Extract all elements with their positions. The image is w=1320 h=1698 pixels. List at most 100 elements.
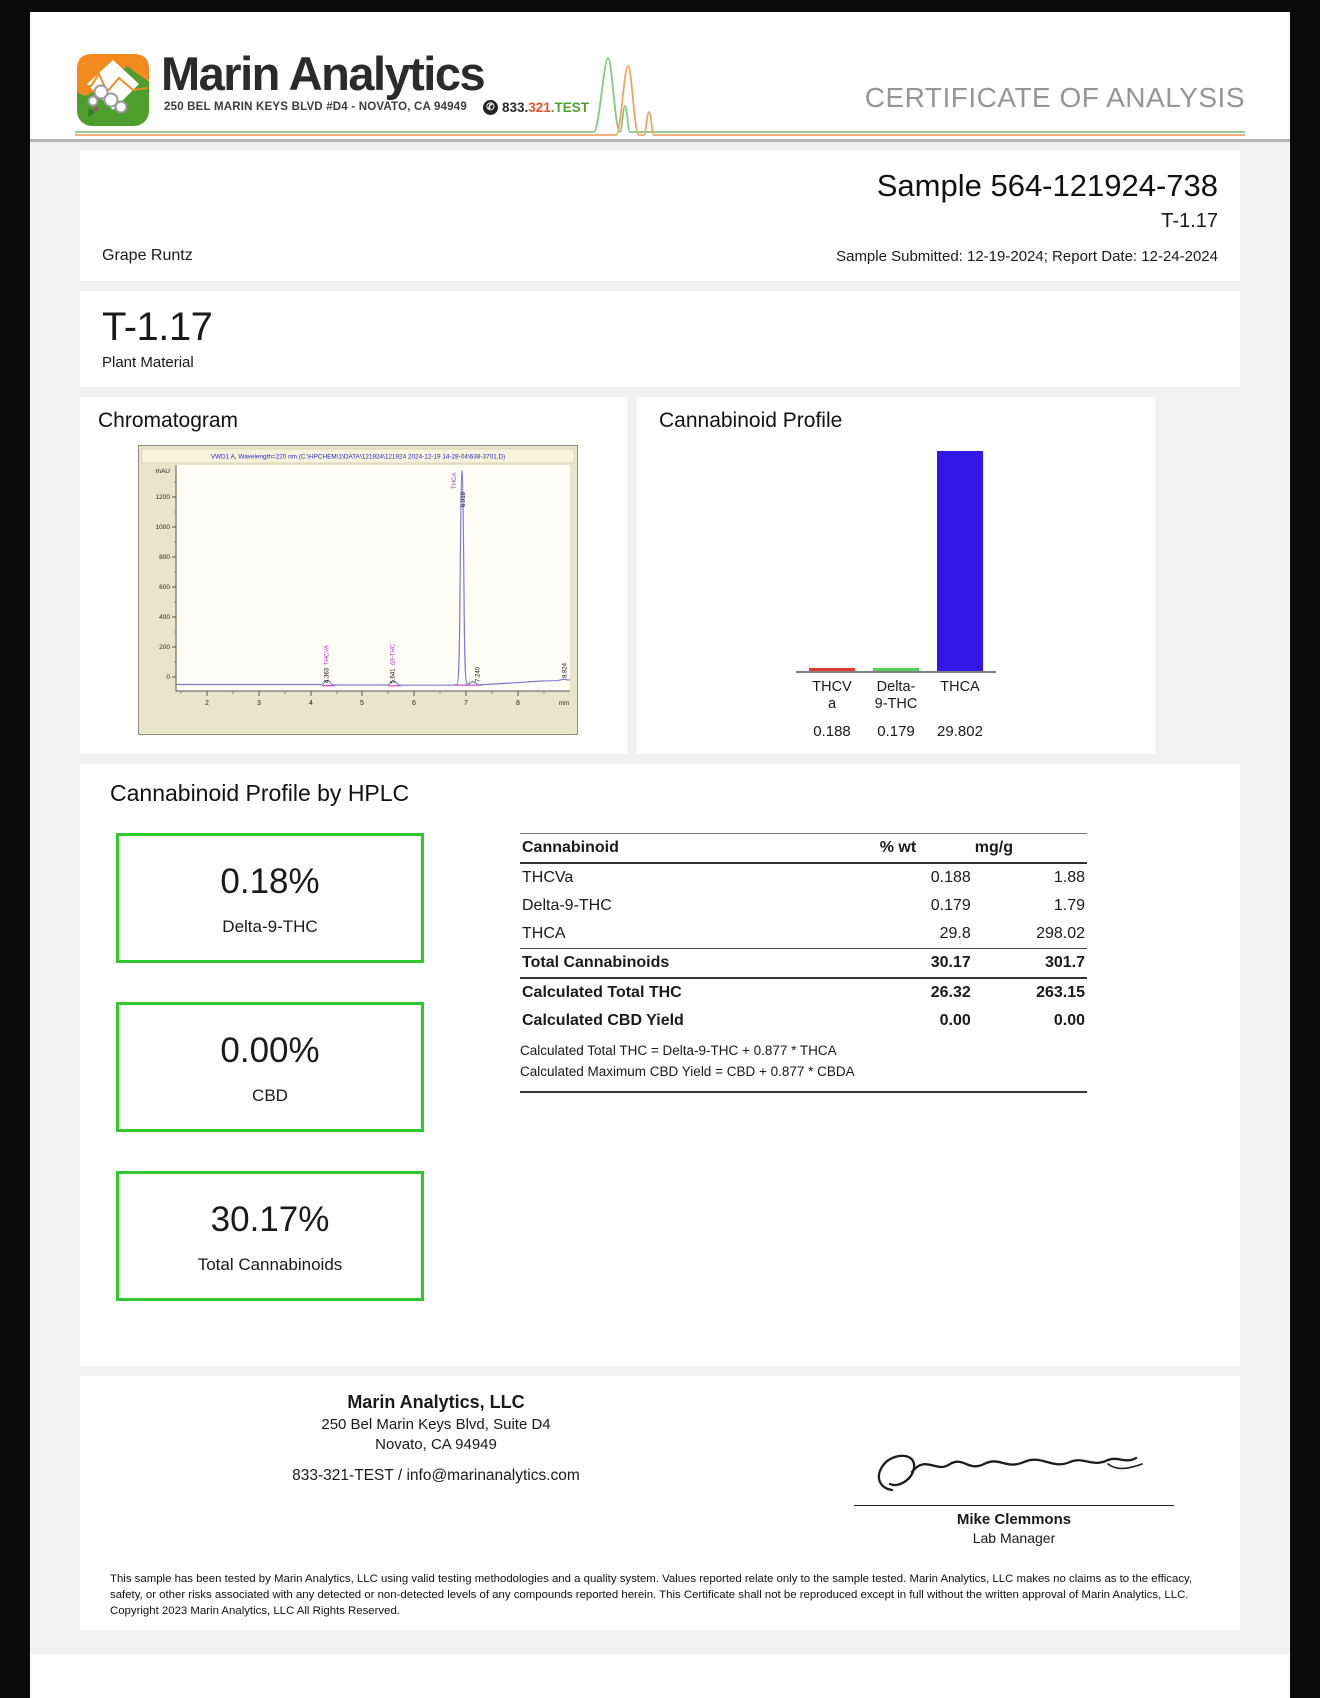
charts-row: Chromatogram VWD1 A, Wavelength=220 nm (… xyxy=(80,397,1240,755)
marin-analytics-logo-icon xyxy=(77,54,149,126)
legal-disclaimer: This sample has been tested by Marin Ana… xyxy=(110,1573,1193,1618)
y-tick: 1200 xyxy=(156,494,171,501)
signature-image xyxy=(877,1454,1143,1492)
hplc-heading: Cannabinoid Profile by HPLC xyxy=(110,780,410,807)
bar-value-delta9thc: 0.179 xyxy=(877,723,915,741)
report-header: Marin Analytics 250 BEL MARIN KEYS BLVD … xyxy=(30,12,1290,128)
peak-label-7240: 7.240 xyxy=(476,666,482,682)
delta9thc-percent: 0.18% xyxy=(220,862,320,902)
bar-value-thca: 29.802 xyxy=(937,723,983,741)
strain-name: Grape Runtz xyxy=(102,247,193,264)
calculated-cbd-yield-row: Calculated CBD Yield 0.00 0.00 xyxy=(522,1012,1085,1030)
sample-type-card: T-1.17 Plant Material xyxy=(80,291,1240,387)
x-axis-unit: min xyxy=(559,700,570,707)
cbd-summary-box: 0.00% CBD xyxy=(116,1002,424,1133)
lab-address-1: 250 Bel Marin Keys Blvd, Suite D4 xyxy=(321,1416,551,1434)
bar-thca xyxy=(937,451,983,671)
lab-contact-block: Marin Analytics, LLC 250 Bel Marin Keys … xyxy=(176,1392,696,1546)
bar-values-row: 0.188 0.179 29.802 xyxy=(659,723,1133,740)
chromatogram-plot: VWD1 A, Wavelength=220 nm (C:\HPCHEM\1\D… xyxy=(138,445,578,735)
x-tick: 3 xyxy=(257,700,261,707)
phone-part-2: 321 xyxy=(528,99,551,115)
delta9thc-summary-box: 0.18% Delta-9-THC xyxy=(116,833,424,964)
peak-label-thca-rt: 6.918 xyxy=(461,491,467,507)
y-tick: 200 xyxy=(159,644,170,651)
y-tick: 600 xyxy=(159,584,170,591)
brand-text: Marin Analytics 250 BEL MARIN KEYS BLVD … xyxy=(161,47,590,115)
bar-value-thcva: 0.188 xyxy=(813,723,851,741)
table-row: Delta-9-THC 0.179 1.79 xyxy=(522,897,1085,915)
total-cannabinoids-label: Total Cannabinoids xyxy=(197,1255,343,1275)
sample-test-code: T-1.17 xyxy=(1161,210,1218,232)
lab-name: Marin Analytics, LLC xyxy=(347,1392,525,1413)
cannabinoid-profile-heading: Cannabinoid Profile xyxy=(659,409,843,432)
chromatogram-card: Chromatogram VWD1 A, Wavelength=220 nm (… xyxy=(80,397,627,755)
bar-label-delta9thc: Delta- 9-THC xyxy=(874,679,918,713)
bar-delta9thc xyxy=(873,668,919,671)
col-header-wt: % wt xyxy=(879,839,917,857)
y-tick: 400 xyxy=(159,614,170,621)
peak-label-d9thc: 5.641Δ9-THC xyxy=(391,643,397,683)
x-tick: 5 xyxy=(360,700,364,707)
y-tick: 1000 xyxy=(156,524,171,531)
test-code-heading: T-1.17 xyxy=(102,305,213,349)
delta9thc-label: Delta-9-THC xyxy=(222,917,318,937)
brand-name: Marin Analytics xyxy=(161,47,486,100)
calculation-footnotes: Calculated Total THC = Delta-9-THC + 0.8… xyxy=(520,1043,1087,1094)
page-bottom-margin xyxy=(30,1654,1290,1695)
x-tick: 7 xyxy=(464,700,468,707)
lab-phone-email: 833-321-TEST / info@marinanalytics.com xyxy=(292,1467,580,1485)
sample-info-card: Sample 564-121924-738 T-1.17 Grape Runtz… xyxy=(80,150,1240,281)
phone-icon: ✆ xyxy=(482,99,498,115)
peak-label-thca-name: THCA xyxy=(452,473,458,489)
report-body: Sample 564-121924-738 T-1.17 Grape Runtz… xyxy=(30,142,1290,1655)
instrument-title: VWD1 A, Wavelength=220 nm (C:\HPCHEM\1\D… xyxy=(211,454,506,461)
coa-page: Marin Analytics 250 BEL MARIN KEYS BLVD … xyxy=(30,12,1290,1698)
footer-top: Marin Analytics, LLC 250 Bel Marin Keys … xyxy=(106,1392,1214,1546)
chromatogram-heading: Chromatogram xyxy=(98,409,239,432)
sample-meta-row: Grape Runtz Sample Submitted: 12-19-2024… xyxy=(102,247,1218,265)
cannabinoid-table-wrap: Cannabinoid % wt mg/g THCVa 0.188 1.88 D… xyxy=(520,833,1087,1340)
table-header-row: Cannabinoid % wt mg/g xyxy=(520,833,1087,864)
sample-id: Sample 564-121924-738 xyxy=(876,168,1218,203)
y-tick: 800 xyxy=(159,554,170,561)
summary-boxes: 0.18% Delta-9-THC 0.00% CBD 30.17% Total… xyxy=(110,833,450,1340)
x-tick: 4 xyxy=(309,700,313,707)
footnote-total-thc: Calculated Total THC = Delta-9-THC + 0.8… xyxy=(520,1043,837,1059)
brand-subline: 250 BEL MARIN KEYS BLVD #D4 - NOVATO, CA… xyxy=(164,99,590,115)
signature-block: Mike Clemmons Lab Manager xyxy=(854,1444,1174,1546)
signer-name: Mike Clemmons xyxy=(956,1511,1072,1529)
gray-divider xyxy=(30,139,1290,142)
table-row: THCA 29.8 298.02 xyxy=(520,920,1087,949)
cbd-label: CBD xyxy=(252,1086,288,1106)
signature-line xyxy=(854,1505,1174,1507)
bar-label-thcva: THCV a xyxy=(812,679,852,713)
footer-card: Marin Analytics, LLC 250 Bel Marin Keys … xyxy=(80,1376,1240,1631)
certificate-of-analysis-title: CERTIFICATE OF ANALYSIS xyxy=(864,82,1245,113)
hplc-card: Cannabinoid Profile by HPLC 0.18% Delta-… xyxy=(80,764,1240,1367)
cannabinoid-table: Cannabinoid % wt mg/g THCVa 0.188 1.88 D… xyxy=(520,833,1087,1035)
table-row: THCVa 0.188 1.88 xyxy=(522,869,1085,887)
hplc-body: 0.18% Delta-9-THC 0.00% CBD 30.17% Total… xyxy=(110,833,1210,1340)
bars-row xyxy=(659,449,1133,671)
y-tick: 0 xyxy=(166,674,170,681)
brand-address: 250 BEL MARIN KEYS BLVD #D4 - NOVATO, CA… xyxy=(164,101,467,114)
total-cannabinoids-percent: 30.17% xyxy=(210,1200,330,1240)
total-cannabinoids-summary-box: 30.17% Total Cannabinoids xyxy=(116,1171,424,1302)
signer-title: Lab Manager xyxy=(972,1530,1056,1547)
cannabinoid-profile-chart: THCV a Delta- 9-THC THCA 0.188 0.179 29.80… xyxy=(659,449,1133,740)
cbd-percent: 0.00% xyxy=(220,1031,320,1071)
total-cannabinoids-row: Total Cannabinoids 30.17 301.7 xyxy=(520,949,1087,979)
lab-address-2: Novato, CA 94949 xyxy=(375,1436,497,1454)
phone-part-3: .TEST xyxy=(550,99,590,115)
bar-labels-row: THCV a Delta- 9-THC THCA xyxy=(659,679,1133,713)
peak-label-thcva: 4.363THCVA xyxy=(325,645,331,683)
cannabinoid-profile-card: Cannabinoid Profile THCV a Delta- 9-THC xyxy=(637,397,1155,755)
chart-baseline xyxy=(796,671,996,673)
col-header-cannabinoid: Cannabinoid xyxy=(522,839,619,857)
bar-label-thca: THCA xyxy=(940,679,980,695)
brand-phone: ✆ 833. 321 .TEST xyxy=(482,99,590,115)
x-tick: 6 xyxy=(412,700,416,707)
peak-label-8924: 8.924 xyxy=(563,662,569,678)
col-header-mg: mg/g xyxy=(974,839,1013,857)
